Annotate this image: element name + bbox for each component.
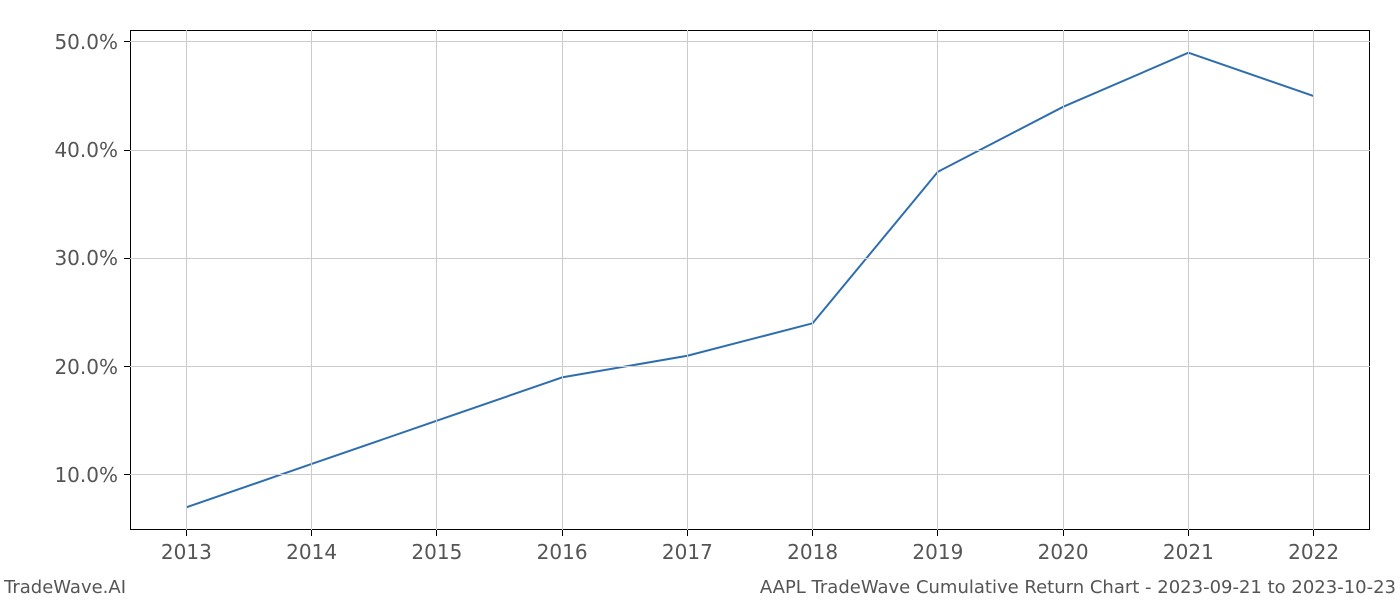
x-tick-label: 2016	[532, 540, 592, 564]
y-grid-line	[130, 150, 1370, 151]
x-grid-line	[812, 30, 813, 530]
x-grid-line	[436, 30, 437, 530]
x-grid-line	[1188, 30, 1189, 530]
x-tick-label: 2017	[657, 540, 717, 564]
x-grid-line	[1313, 30, 1314, 530]
spine-bottom	[130, 529, 1370, 530]
y-tick-label: 50.0%	[54, 30, 118, 54]
x-tick	[436, 530, 437, 536]
x-grid-line	[311, 30, 312, 530]
footer-right-label: AAPL TradeWave Cumulative Return Chart -…	[760, 577, 1396, 598]
x-grid-line	[687, 30, 688, 530]
x-tick-label: 2013	[156, 540, 216, 564]
y-grid-line	[130, 366, 1370, 367]
x-grid-line	[937, 30, 938, 530]
x-grid-line	[186, 30, 187, 530]
spine-right	[1369, 30, 1370, 530]
spine-top	[130, 30, 1370, 31]
line-chart-svg	[0, 0, 1400, 600]
y-grid-line	[130, 41, 1370, 42]
x-grid-line	[562, 30, 563, 530]
y-tick	[124, 474, 130, 475]
x-tick	[1188, 530, 1189, 536]
y-tick-label: 40.0%	[54, 138, 118, 162]
x-tick-label: 2015	[407, 540, 467, 564]
x-tick-label: 2018	[783, 540, 843, 564]
y-tick	[124, 366, 130, 367]
x-grid-line	[1063, 30, 1064, 530]
x-tick	[1313, 530, 1314, 536]
x-tick	[937, 530, 938, 536]
x-tick	[562, 530, 563, 536]
x-tick-label: 2019	[908, 540, 968, 564]
x-tick	[311, 530, 312, 536]
x-tick-label: 2021	[1158, 540, 1218, 564]
x-tick	[1063, 530, 1064, 536]
x-tick	[812, 530, 813, 536]
y-tick	[124, 150, 130, 151]
chart-container: TradeWave.AI AAPL TradeWave Cumulative R…	[0, 0, 1400, 600]
y-tick-label: 30.0%	[54, 246, 118, 270]
spine-left	[130, 30, 131, 530]
x-tick	[687, 530, 688, 536]
y-grid-line	[130, 258, 1370, 259]
y-tick-label: 20.0%	[54, 355, 118, 379]
y-tick-label: 10.0%	[54, 463, 118, 487]
x-tick-label: 2014	[282, 540, 342, 564]
footer-left-label: TradeWave.AI	[4, 577, 126, 598]
x-tick-label: 2022	[1284, 540, 1344, 564]
x-tick-label: 2020	[1033, 540, 1093, 564]
y-grid-line	[130, 474, 1370, 475]
x-tick	[186, 530, 187, 536]
y-tick	[124, 41, 130, 42]
y-tick	[124, 258, 130, 259]
series-cumulative-return	[186, 53, 1313, 508]
